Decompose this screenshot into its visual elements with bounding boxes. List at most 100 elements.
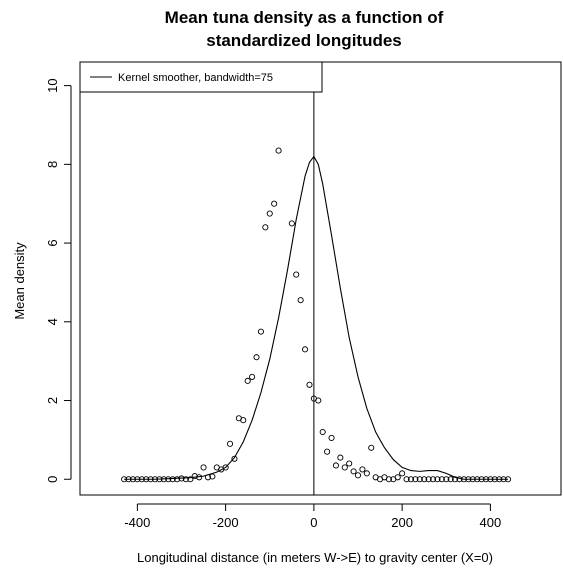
kernel-smoother-line [124, 155, 509, 480]
data-point [151, 476, 159, 483]
legend-entry-kernel-smoother: Kernel smoother, bandwidth=75 [118, 72, 273, 84]
data-point [332, 462, 339, 469]
data-point [222, 464, 229, 471]
data-point [275, 147, 282, 154]
data-point [337, 454, 344, 461]
data-point [350, 468, 357, 475]
data-point [271, 200, 278, 207]
data-point [302, 346, 309, 353]
x-axis: -400 -200 0 200 400 [124, 503, 502, 530]
data-point [169, 476, 176, 483]
data-point [412, 476, 419, 483]
legend-box [79, 61, 323, 93]
data-point [121, 476, 128, 483]
data-point [138, 476, 145, 483]
y-axis: 0 2 4 6 8 10 [45, 78, 72, 483]
x-tick-label: 200 [391, 515, 413, 530]
data-point [328, 434, 335, 441]
data-point [359, 466, 366, 473]
data-point [262, 224, 269, 231]
data-point [496, 476, 503, 483]
data-point [346, 460, 353, 467]
data-point [500, 476, 507, 483]
data-point [253, 354, 260, 361]
data-point [240, 417, 247, 424]
y-axis-title: Mean density [12, 242, 27, 320]
y-tick-label: 6 [45, 239, 60, 246]
data-point [209, 473, 216, 480]
data-point [297, 297, 304, 304]
data-point [363, 470, 370, 477]
data-point [474, 476, 481, 483]
data-point [266, 210, 273, 217]
data-point [385, 476, 392, 483]
data-point [354, 472, 362, 479]
y-tick-label: 0 [45, 476, 60, 483]
data-point [399, 470, 406, 477]
chart-title-line-1: Mean tuna density as a function of [165, 8, 444, 27]
data-point [204, 474, 212, 481]
data-point [456, 476, 463, 483]
data-point [165, 476, 172, 483]
data-point [487, 476, 494, 483]
data-point [182, 476, 189, 483]
x-tick-label: -400 [124, 515, 150, 530]
data-point [482, 476, 490, 483]
data-point [438, 476, 445, 483]
data-point [452, 476, 459, 483]
data-point [324, 448, 331, 455]
data-point [306, 381, 313, 388]
data-point [434, 476, 441, 483]
data-point [249, 373, 256, 380]
data-point [129, 476, 137, 483]
x-axis-title: Longitudinal distance (in meters W->E) t… [137, 550, 493, 565]
data-point [160, 476, 167, 483]
data-point [293, 271, 300, 278]
data-point [460, 476, 467, 483]
data-point [147, 476, 154, 483]
data-point [178, 475, 185, 482]
data-point [288, 220, 295, 227]
data-point [125, 476, 132, 483]
x-tick-label: 0 [310, 515, 317, 530]
data-point [231, 455, 238, 462]
x-tick-label: -200 [213, 515, 239, 530]
data-point [315, 397, 322, 404]
data-point [416, 476, 423, 483]
data-point [425, 476, 432, 483]
data-point [421, 476, 428, 483]
data-point [443, 476, 450, 483]
data-point [491, 476, 498, 483]
y-tick-label: 10 [45, 78, 60, 92]
data-points [121, 74, 512, 483]
x-tick-label: 400 [480, 515, 502, 530]
data-point [429, 476, 437, 483]
y-tick-label: 2 [45, 397, 60, 404]
data-point [469, 476, 476, 483]
data-point [196, 474, 203, 481]
data-point [156, 476, 163, 483]
data-point [504, 476, 512, 483]
y-tick-label: 4 [45, 318, 60, 325]
chart-title-line-2: standardized longitudes [206, 31, 402, 50]
data-point [187, 476, 194, 483]
data-point [143, 476, 150, 483]
y-tick-label: 8 [45, 161, 60, 168]
data-point [319, 428, 326, 436]
data-point [368, 444, 375, 451]
data-point [174, 476, 181, 483]
data-point [191, 473, 198, 480]
data-point [257, 328, 264, 335]
data-point [244, 377, 251, 384]
data-point [226, 440, 234, 447]
data-point [407, 476, 415, 483]
data-point [403, 476, 410, 483]
data-point [478, 476, 485, 483]
data-point [465, 476, 472, 483]
data-point [394, 474, 401, 481]
data-point [134, 476, 141, 483]
data-point [447, 476, 454, 483]
data-point [341, 464, 348, 471]
data-point [200, 464, 207, 471]
